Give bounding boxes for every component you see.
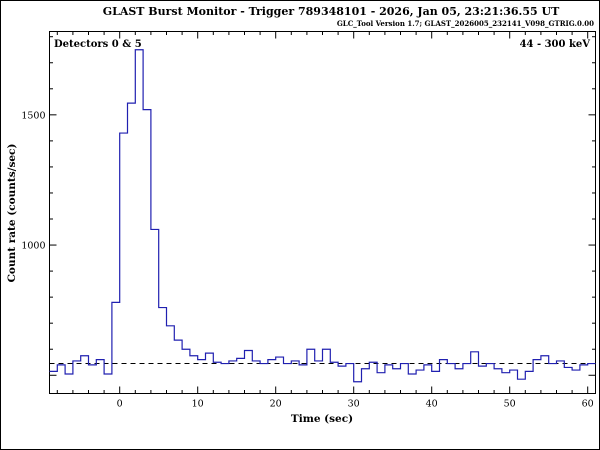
x-tick-label: 50 bbox=[504, 399, 516, 410]
annotation-energy-range: 44 - 300 keV bbox=[520, 39, 591, 50]
axis-frame bbox=[49, 31, 596, 394]
y-axis-label: Count rate (counts/sec) bbox=[6, 144, 18, 283]
x-axis-label: Time (sec) bbox=[291, 413, 353, 425]
x-tick-label: 60 bbox=[582, 399, 594, 410]
plot-area: 0 10 20 30 40 50 60 1000 1500 bbox=[21, 31, 596, 410]
y-tick-label: 1500 bbox=[21, 110, 45, 121]
x-tick-label: 30 bbox=[348, 399, 360, 410]
x-tick-label: 20 bbox=[270, 399, 282, 410]
y-tick-label: 1000 bbox=[21, 241, 45, 252]
x-tick-label: 40 bbox=[426, 399, 438, 410]
x-tick-label: 10 bbox=[192, 399, 204, 410]
plot-title: GLAST Burst Monitor - Trigger 789348101 … bbox=[103, 5, 560, 18]
x-tick-label: 0 bbox=[117, 399, 123, 410]
lightcurve-step-line bbox=[49, 49, 596, 383]
plot-subtitle: GLC_Tool Version 1.7; GLAST_2026005_2321… bbox=[337, 19, 594, 28]
annotation-detectors: Detectors 0 & 5 bbox=[54, 39, 142, 50]
